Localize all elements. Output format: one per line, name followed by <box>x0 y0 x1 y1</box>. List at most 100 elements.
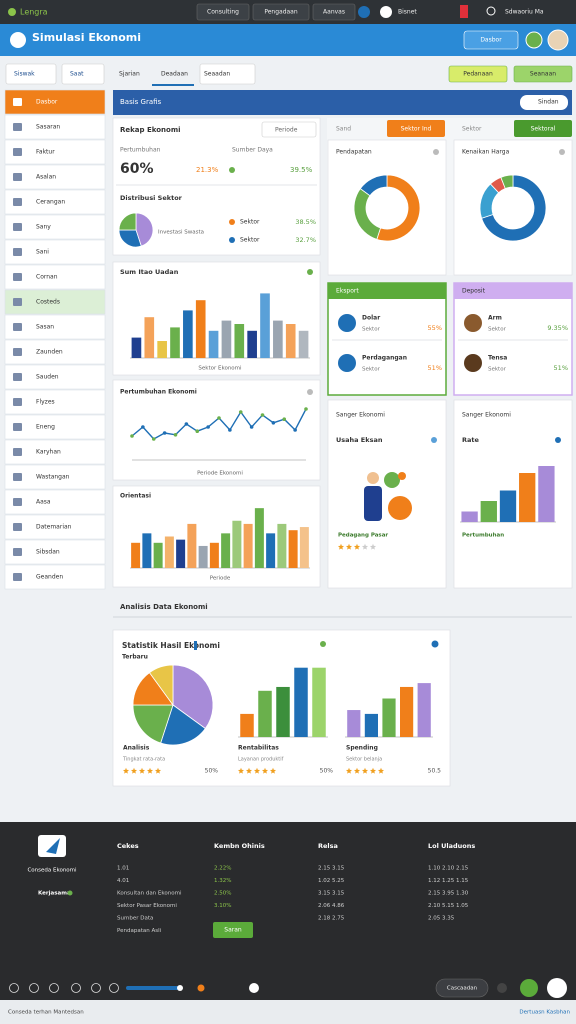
sidebar-label: Sany <box>36 224 51 231</box>
footer-item: Sektor Pasar Ekonomi <box>117 903 177 909</box>
label: Pertumbuhan <box>120 147 161 154</box>
sidebar-label: Aasa <box>36 499 51 506</box>
card <box>453 139 573 276</box>
star <box>345 543 353 550</box>
footer-item: Sumber Data <box>117 916 153 922</box>
info-icon <box>555 437 561 443</box>
footer-logo-mark <box>46 838 60 854</box>
action-label: Pedanaan <box>463 71 493 78</box>
pill-button[interactable] <box>435 978 489 998</box>
card-subtitle: Rate <box>462 436 479 444</box>
bar <box>144 317 155 358</box>
label: Layanan produktif <box>238 757 284 763</box>
bar <box>461 511 478 522</box>
bar <box>221 533 231 568</box>
sidebar-icon <box>13 273 22 281</box>
footer-item: 3.15 3.15 <box>318 891 345 897</box>
footer-item: 1.10 2.10 2.15 <box>428 866 469 872</box>
label: Rentabilitas <box>238 745 279 752</box>
sidebar-item[interactable] <box>4 464 106 490</box>
tab-label[interactable]: Seaadan <box>204 71 230 78</box>
top-icon <box>380 6 392 18</box>
star <box>369 767 377 774</box>
top-tab[interactable] <box>252 3 310 21</box>
card-subtitle: Usaha Eksan <box>336 436 383 444</box>
filter[interactable] <box>5 63 57 85</box>
tab-label[interactable]: Sektor <box>462 126 482 133</box>
line-point <box>217 416 221 420</box>
label: Dolar <box>362 315 380 322</box>
filter[interactable] <box>61 63 105 85</box>
line-point <box>173 433 178 437</box>
footer-item: 1.12 1.25 1.15 <box>428 878 469 884</box>
bar <box>232 520 242 568</box>
sidebar-icon <box>13 248 22 256</box>
bar <box>299 527 309 568</box>
sidebar-icon <box>13 123 22 131</box>
tab-label[interactable]: Deadaan <box>161 71 188 78</box>
axis-label: Periode <box>210 576 231 582</box>
star <box>269 767 277 774</box>
info-icon <box>307 269 313 275</box>
item-value: 50.5 <box>428 768 442 775</box>
star <box>138 767 146 774</box>
status-dot <box>67 890 73 896</box>
tab-button[interactable] <box>387 120 445 137</box>
top-tab[interactable] <box>196 3 250 21</box>
header-button-label: Dasbor <box>480 37 502 44</box>
sidebar-icon <box>13 473 22 481</box>
action-label: Seanaan <box>530 71 556 78</box>
card-title: Deposit <box>462 288 486 295</box>
sidebar-label: Sibsdan <box>36 549 60 556</box>
line-point <box>195 429 200 434</box>
donut-segment <box>481 174 547 242</box>
footer-item: 2.10 5.15 1.05 <box>428 903 469 909</box>
row-icon <box>464 314 482 332</box>
illustration-part <box>384 472 400 488</box>
star <box>353 543 361 550</box>
sidebar-label: Sani <box>36 249 49 256</box>
top-tab-label: Aanvas <box>323 9 345 16</box>
bar <box>382 698 396 737</box>
footer-button[interactable] <box>213 922 253 938</box>
action-button[interactable] <box>513 65 573 83</box>
line-point <box>130 434 134 438</box>
info-icon <box>559 149 565 155</box>
search-icon <box>486 6 496 16</box>
toolbar-icon <box>197 984 205 992</box>
pie-slice <box>160 704 206 746</box>
filter[interactable] <box>261 121 317 138</box>
bar <box>176 539 186 568</box>
bar <box>187 523 197 568</box>
pill-label: Cascaadan <box>447 986 478 992</box>
line-point <box>184 422 189 426</box>
sidebar-icon <box>13 298 22 306</box>
sidebar-icon <box>13 198 22 206</box>
sidebar-label: Sauden <box>36 374 59 381</box>
pie-slice <box>148 664 174 707</box>
tab-label[interactable]: Sjarian <box>119 71 140 78</box>
star <box>261 767 269 774</box>
toolbar-icon <box>29 983 39 993</box>
info-icon <box>320 641 326 647</box>
tab-button[interactable] <box>514 120 572 137</box>
footer-item: 2.50% <box>214 891 231 897</box>
label: Sektor <box>240 219 260 226</box>
illustration-part <box>388 496 412 520</box>
top-tab[interactable] <box>312 3 356 21</box>
card-title: Pertumbuhan Ekonomi <box>120 389 197 396</box>
search-box[interactable] <box>520 95 568 110</box>
bar <box>312 667 326 737</box>
action-button[interactable] <box>448 65 508 83</box>
bar <box>288 530 298 568</box>
footer-item: 2.05 3.35 <box>428 916 455 922</box>
bar <box>273 320 283 358</box>
donut-segment <box>500 174 514 189</box>
stat-value: 39.5% <box>290 166 313 174</box>
star <box>337 543 345 550</box>
header-button[interactable] <box>463 30 519 50</box>
tab-label[interactable]: Sand <box>336 126 351 133</box>
bar <box>208 330 219 358</box>
sidebar-icon <box>13 423 22 431</box>
label: Sektor <box>488 367 507 373</box>
